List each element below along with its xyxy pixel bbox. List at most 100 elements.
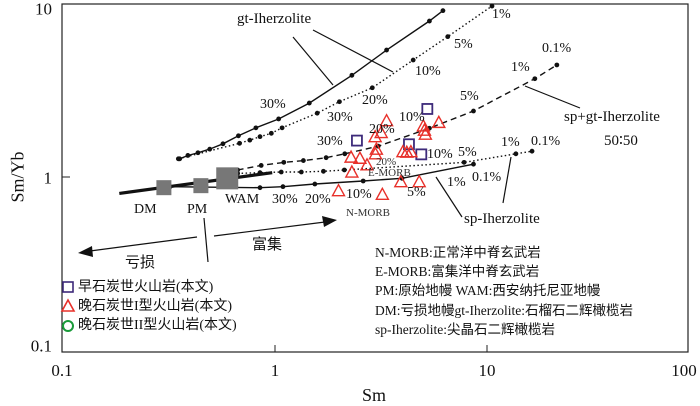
pct-label: 0.1% xyxy=(542,41,572,56)
curve-node xyxy=(278,169,284,175)
y-axis-label: Sm/Yb xyxy=(7,151,28,203)
curve-node xyxy=(554,62,560,68)
curve-node xyxy=(427,18,432,24)
point-triangle xyxy=(417,122,432,136)
pct-label: 30% xyxy=(272,192,298,207)
depleted-arrow xyxy=(89,236,198,252)
legend-item-early-carboniferous: 早石炭世火山岩(本文) xyxy=(78,280,214,295)
curve-node xyxy=(342,151,348,157)
curve-node xyxy=(281,159,287,165)
curve-node xyxy=(276,116,282,122)
pct-label: 10% xyxy=(346,187,372,202)
sp-leader-line xyxy=(435,176,463,218)
enriched-arrowhead xyxy=(322,216,337,227)
curve-node xyxy=(312,181,318,187)
y-tick-label: 1 xyxy=(43,168,53,188)
x-tick-label: 100 xyxy=(671,361,697,380)
gt-leader-line xyxy=(292,36,334,86)
legend-item-late-carboniferous-ii: 晚石炭世II型火山岩(本文) xyxy=(78,318,237,333)
dm-label: DM xyxy=(134,202,157,217)
pct-label: 20% xyxy=(362,93,388,108)
point-triangle xyxy=(331,183,346,197)
point-triangle xyxy=(379,113,394,127)
point-triangle xyxy=(369,141,384,155)
curve-node xyxy=(280,184,286,190)
point-triangle xyxy=(367,129,383,143)
spgt-leader-line xyxy=(524,85,581,109)
wam-label: WAM xyxy=(225,192,260,207)
curve-node xyxy=(236,133,241,139)
curve-node xyxy=(445,34,451,40)
pct-label: 1% xyxy=(447,175,466,190)
pct-label: 20% xyxy=(376,156,397,168)
curve-node xyxy=(175,156,181,162)
curve-node xyxy=(300,158,306,163)
curve-node xyxy=(471,108,476,114)
point-triangle xyxy=(412,174,427,188)
y-tick-label: 0.1 xyxy=(30,336,52,356)
point-square xyxy=(415,148,428,161)
curve-node xyxy=(529,148,535,154)
y-tick-label: 10 xyxy=(35,0,52,19)
depleted-arrowhead xyxy=(78,246,93,257)
pct-label: 10% xyxy=(399,110,425,125)
gt-lherzolite-label: gt-Iherzolite xyxy=(237,11,312,27)
curve-node xyxy=(258,163,264,168)
pct-label: 30% xyxy=(327,110,353,125)
curve-sp-iherzolite xyxy=(170,163,474,189)
curve-node xyxy=(253,125,259,131)
pct-label: 1% xyxy=(492,7,511,22)
point-triangle xyxy=(375,186,390,201)
legend-triangle-icon xyxy=(60,298,76,312)
enriched-arrow xyxy=(213,221,326,237)
pct-label: 1% xyxy=(511,60,530,75)
spgt-ratio-label: 50∶50 xyxy=(604,133,638,149)
sp-lherzolite-label: sp-Iherzolite xyxy=(464,211,540,227)
note-line: DM:亏损地幔gt-Iherzolite:石榴石二辉橄榄岩 xyxy=(375,303,633,318)
nmorb-label: N-MORB xyxy=(346,207,391,219)
curve-node xyxy=(489,3,495,9)
pct-label: 5% xyxy=(460,89,479,104)
pct-label: 10% xyxy=(427,147,453,162)
emorb-label: E-MORB xyxy=(368,167,411,179)
curve-node xyxy=(247,137,253,143)
note-line: PM:原始地幔 WAM:西安纳托尼亚地幔 xyxy=(375,283,601,298)
pct-label: 5% xyxy=(458,145,477,160)
point-triangle xyxy=(359,157,375,171)
depleted-label: 亏损 xyxy=(125,255,156,271)
curve-node xyxy=(440,8,446,14)
plot-frame xyxy=(61,3,689,353)
curve-node xyxy=(185,153,191,158)
point-triangle xyxy=(374,125,389,139)
x-tick-label: 0.1 xyxy=(51,361,73,380)
pct-label: 0.1% xyxy=(472,170,502,185)
curve-node xyxy=(410,57,416,63)
curve-node xyxy=(513,151,519,157)
curve-node xyxy=(471,161,476,167)
curve-node xyxy=(207,146,213,152)
pct-label: 20% xyxy=(369,122,395,137)
curve-node xyxy=(257,185,263,191)
spgt-lherzolite-label: sp+gt-Iherzolite xyxy=(564,109,660,125)
curve-node xyxy=(279,125,285,131)
curve-node xyxy=(268,130,274,136)
curve-node xyxy=(323,155,329,161)
pct-label: 30% xyxy=(317,134,343,149)
curve-node xyxy=(369,85,375,91)
curve-node xyxy=(220,141,226,147)
curve-node xyxy=(321,168,326,174)
enriched-label: 富集 xyxy=(252,237,283,253)
curve-node xyxy=(306,100,312,106)
pct-label: 5% xyxy=(454,37,473,52)
pct-label: 30% xyxy=(260,97,286,112)
curve-node xyxy=(257,134,263,140)
pct-label: 20% xyxy=(305,192,331,207)
curve-gt-iherzolite xyxy=(179,10,444,160)
curve-node xyxy=(360,178,366,184)
curve-node xyxy=(532,76,538,82)
x-tick-label: 1 xyxy=(270,361,280,380)
curve-node xyxy=(384,47,389,53)
curve-node xyxy=(314,110,320,116)
